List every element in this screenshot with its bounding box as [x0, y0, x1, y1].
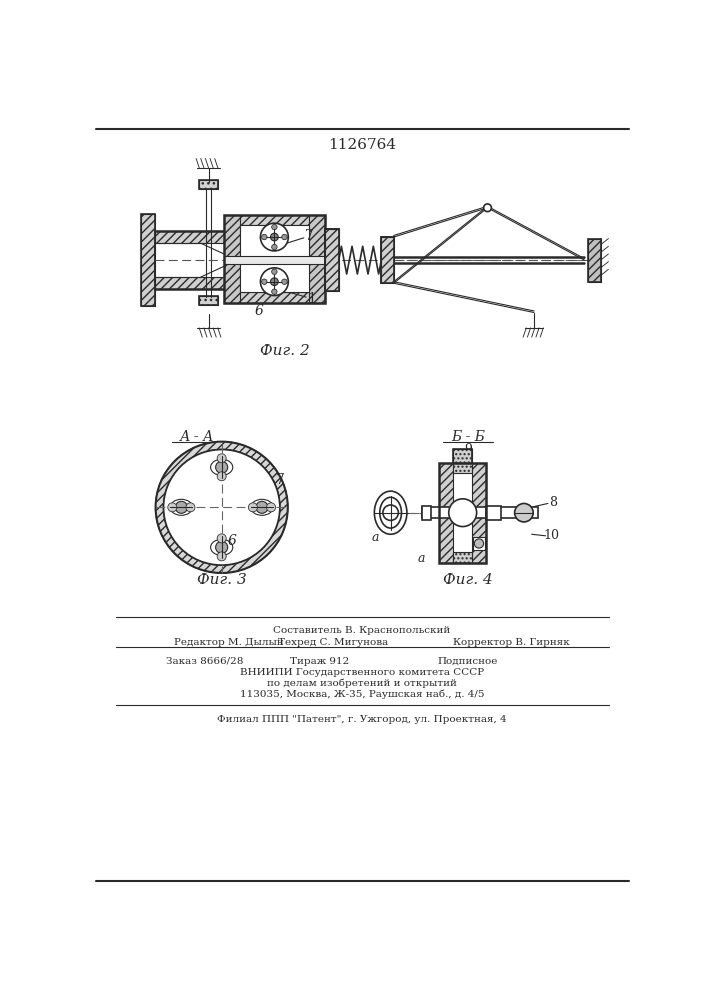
Ellipse shape [170, 499, 192, 515]
Circle shape [271, 244, 277, 250]
Circle shape [271, 289, 277, 294]
Polygon shape [453, 449, 472, 463]
Bar [199, 180, 218, 189]
Bar [381, 237, 394, 283]
Circle shape [217, 552, 226, 561]
Circle shape [216, 461, 228, 473]
Circle shape [271, 278, 279, 286]
Text: Составитель В. Краснопольский: Составитель В. Краснопольский [274, 626, 450, 635]
Ellipse shape [380, 497, 402, 528]
Text: Фиг. 2: Фиг. 2 [259, 344, 310, 358]
Bar [421, 507, 538, 518]
Circle shape [262, 279, 267, 284]
Circle shape [163, 450, 280, 565]
Text: 8: 8 [549, 496, 557, 509]
Polygon shape [309, 215, 325, 303]
Circle shape [271, 269, 277, 274]
Bar [453, 449, 472, 463]
Bar [325, 229, 339, 291]
Circle shape [260, 268, 288, 296]
Text: Тираж 912: Тираж 912 [290, 657, 349, 666]
Text: 9: 9 [464, 443, 472, 456]
Text: 1126764: 1126764 [328, 138, 396, 152]
Ellipse shape [211, 459, 233, 475]
Bar [224, 215, 325, 303]
Circle shape [175, 501, 187, 513]
Circle shape [262, 234, 267, 240]
Circle shape [515, 503, 533, 522]
Text: Редактор М. Дылын: Редактор М. Дылын [174, 638, 284, 647]
Text: Подписное: Подписное [437, 657, 498, 666]
Polygon shape [440, 463, 453, 563]
Circle shape [484, 204, 491, 212]
Bar [325, 229, 339, 291]
Bar [421, 506, 431, 520]
Text: a: a [371, 531, 379, 544]
Circle shape [156, 442, 288, 573]
Polygon shape [381, 237, 394, 283]
Polygon shape [155, 231, 228, 243]
Bar [224, 256, 325, 264]
Polygon shape [155, 277, 228, 289]
Text: по делам изобретений и открытий: по делам изобретений и открытий [267, 679, 457, 688]
Circle shape [248, 503, 257, 512]
Ellipse shape [374, 491, 407, 534]
Text: Филиал ППП "Патент", г. Ужгород, ул. Проектная, 4: Филиал ППП "Патент", г. Ужгород, ул. Про… [217, 715, 507, 724]
Text: Фиг. 4: Фиг. 4 [443, 573, 493, 587]
Polygon shape [453, 463, 472, 473]
Polygon shape [224, 215, 240, 303]
Ellipse shape [251, 499, 273, 515]
Polygon shape [224, 292, 325, 303]
Bar [486, 506, 501, 520]
Polygon shape [224, 215, 325, 225]
Bar [473, 537, 485, 550]
Polygon shape [199, 180, 218, 189]
Text: Техред С. Мигунова: Техред С. Мигунова [279, 638, 389, 647]
Ellipse shape [211, 539, 233, 555]
Circle shape [281, 234, 287, 240]
Circle shape [256, 501, 268, 513]
Circle shape [281, 279, 287, 284]
Polygon shape [199, 296, 218, 305]
Text: 7: 7 [305, 229, 314, 242]
Text: a: a [418, 552, 426, 565]
Circle shape [217, 472, 226, 481]
Bar [199, 296, 218, 305]
Bar [240, 225, 309, 292]
Circle shape [186, 503, 195, 512]
Circle shape [271, 233, 279, 241]
Text: 6: 6 [228, 534, 236, 548]
Circle shape [267, 503, 276, 512]
Polygon shape [453, 552, 472, 563]
Text: Б - Б: Б - Б [451, 430, 485, 444]
Text: ВНИИПИ Государственного комитета СССР: ВНИИПИ Государственного комитета СССР [240, 668, 484, 677]
Text: А - А: А - А [180, 430, 214, 444]
Circle shape [474, 539, 484, 548]
Text: 113035, Москва, Ж-35, Раушская наб., д. 4/5: 113035, Москва, Ж-35, Раушская наб., д. … [240, 690, 484, 699]
Circle shape [217, 534, 226, 543]
Bar [381, 237, 394, 283]
Polygon shape [588, 239, 601, 282]
Circle shape [217, 454, 226, 463]
Circle shape [383, 505, 398, 520]
Polygon shape [141, 214, 155, 306]
Circle shape [260, 223, 288, 251]
Text: Фиг. 3: Фиг. 3 [197, 573, 247, 587]
Circle shape [168, 503, 177, 512]
Bar [141, 214, 155, 306]
Text: 1: 1 [307, 292, 316, 306]
Polygon shape [472, 463, 486, 563]
Polygon shape [325, 229, 339, 291]
Bar [440, 463, 486, 563]
Circle shape [271, 224, 277, 230]
Bar [588, 239, 601, 282]
Text: 7: 7 [276, 473, 285, 487]
Circle shape [449, 499, 477, 527]
Text: 6: 6 [255, 304, 263, 318]
Circle shape [216, 541, 228, 553]
Text: Корректор В. Гирняк: Корректор В. Гирняк [452, 638, 569, 647]
Text: Заказ 8666/28: Заказ 8666/28 [166, 657, 243, 666]
Text: 10: 10 [544, 529, 560, 542]
